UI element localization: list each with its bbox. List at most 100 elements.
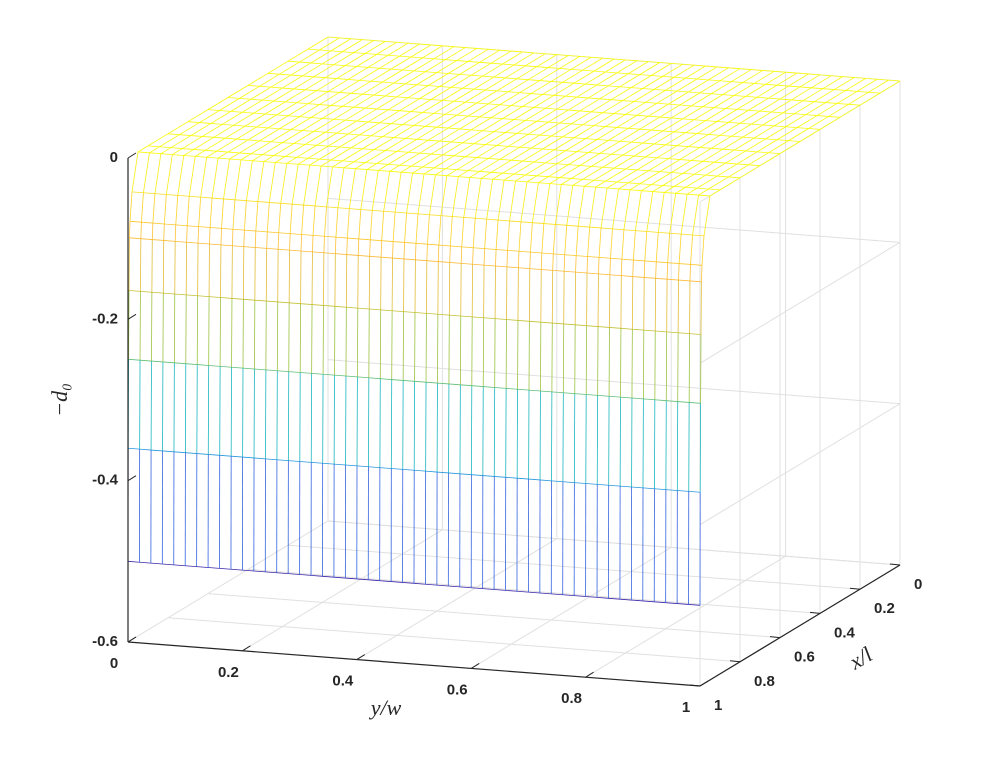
mesh-segment xyxy=(482,63,503,77)
mesh-segment xyxy=(385,83,406,97)
mesh-segment xyxy=(220,228,222,245)
mesh-segment xyxy=(602,100,623,114)
y-tick-label: 0.2 xyxy=(218,664,239,681)
mesh-segment xyxy=(279,61,300,75)
mesh-segment xyxy=(428,127,449,141)
mesh-segment xyxy=(739,110,761,124)
mesh-segment xyxy=(690,234,693,265)
mesh-segment xyxy=(621,229,625,260)
mesh-segment xyxy=(167,121,189,135)
mesh-segment xyxy=(645,144,666,158)
mesh-segment xyxy=(405,71,426,85)
mesh-segment xyxy=(628,115,649,129)
mesh-segment xyxy=(419,140,440,154)
mesh-segment xyxy=(353,149,375,163)
mesh-segment xyxy=(554,184,562,225)
mesh-segment xyxy=(247,127,269,141)
mesh-segment xyxy=(708,122,729,135)
mesh-segment xyxy=(509,180,516,221)
mesh-segment xyxy=(253,100,274,114)
mesh-segment xyxy=(350,80,372,94)
mesh-segment xyxy=(430,87,452,100)
mesh-segment xyxy=(451,176,459,217)
mesh-segment xyxy=(324,206,327,237)
mesh-segment xyxy=(532,182,539,223)
mesh-segment xyxy=(716,109,738,122)
mesh-segment xyxy=(307,91,329,105)
grid-line xyxy=(207,593,781,639)
mesh-segment xyxy=(632,230,636,261)
mesh-segment xyxy=(599,140,621,154)
mesh-segment xyxy=(319,146,340,160)
tick-mark xyxy=(127,313,137,320)
mesh-segment xyxy=(611,141,632,155)
mesh-segment xyxy=(664,186,675,193)
mesh-segment xyxy=(688,79,709,93)
mesh-segment xyxy=(330,92,352,106)
mesh-segment xyxy=(845,78,866,91)
mesh-segment xyxy=(465,89,486,103)
mesh-segment xyxy=(679,92,701,106)
mesh-segment xyxy=(648,103,669,117)
mesh-segment xyxy=(227,85,249,98)
mesh-segment xyxy=(217,151,229,159)
mesh-segment xyxy=(575,255,577,273)
mesh-segment xyxy=(472,218,476,248)
mesh-segment xyxy=(483,248,486,266)
tick-mark xyxy=(356,654,366,661)
mesh-segment xyxy=(513,52,535,66)
mesh-segment xyxy=(548,164,569,178)
mesh-segment xyxy=(605,59,626,73)
mesh-segment xyxy=(496,133,518,146)
mesh-segment xyxy=(360,169,368,210)
mesh-segment xyxy=(163,223,165,241)
mesh-segment xyxy=(313,118,335,132)
mesh-segment xyxy=(300,234,302,252)
mesh-segment xyxy=(425,59,446,73)
mesh-segment xyxy=(299,49,320,63)
mesh-segment xyxy=(438,215,442,246)
mesh-segment xyxy=(250,86,272,100)
mesh-segment xyxy=(347,67,369,80)
mesh-segment xyxy=(356,108,377,122)
mesh-segment xyxy=(731,69,752,83)
mesh-segment xyxy=(247,72,269,86)
mesh-segment xyxy=(422,100,443,113)
mesh-segment xyxy=(445,47,466,61)
mesh-segment xyxy=(378,164,389,171)
mesh-segment xyxy=(633,89,655,102)
mesh-segment xyxy=(390,56,412,70)
mesh-segment xyxy=(570,111,592,125)
mesh-segment xyxy=(427,214,430,245)
mesh-segment xyxy=(399,152,420,166)
mesh-segment xyxy=(513,107,535,120)
mesh-segment xyxy=(719,122,741,136)
mesh-segment xyxy=(333,106,355,120)
mesh-segment xyxy=(419,86,440,99)
mesh-segment xyxy=(559,56,580,69)
mesh-segment xyxy=(255,201,259,232)
mesh-segment xyxy=(698,188,709,196)
mesh-segment xyxy=(510,147,532,161)
mesh-segment xyxy=(651,172,672,185)
mesh-segment xyxy=(639,171,661,185)
mesh-segment xyxy=(348,168,356,209)
mesh-segment xyxy=(588,140,609,153)
mesh-segment xyxy=(459,116,480,130)
mesh-segment xyxy=(240,153,252,161)
mesh-segment xyxy=(662,118,683,132)
mesh-segment xyxy=(619,74,640,88)
mesh-segment xyxy=(573,125,595,139)
mesh-segment xyxy=(305,131,326,145)
mesh-segment xyxy=(528,67,549,81)
mesh-segment xyxy=(400,165,412,173)
mesh-segment xyxy=(324,65,346,79)
mesh-segment xyxy=(711,81,732,95)
mesh-segment xyxy=(493,119,515,132)
mesh-segment xyxy=(172,148,183,155)
mesh-segment xyxy=(585,71,606,85)
mesh-segment xyxy=(273,88,294,102)
mesh-segment xyxy=(404,212,407,243)
mesh-segment xyxy=(748,152,769,166)
mesh-segment xyxy=(702,94,723,108)
